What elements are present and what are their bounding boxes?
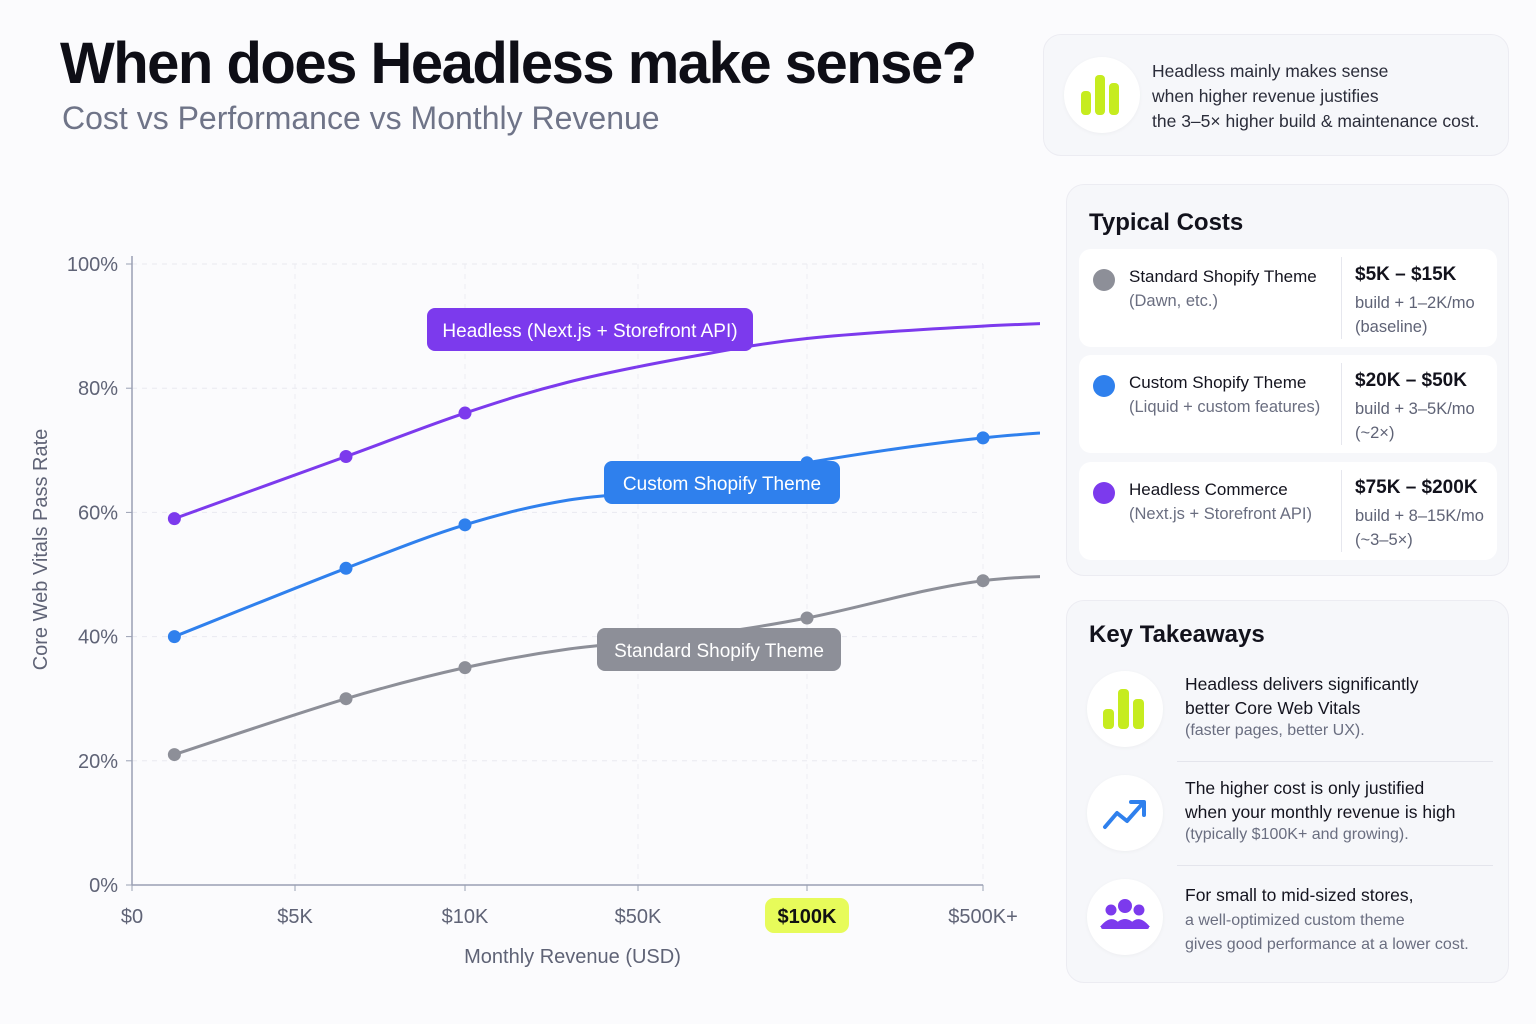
cost-price: $75K – $200K: [1355, 477, 1478, 498]
takeaway-line: For small to mid-sized stores,: [1185, 885, 1414, 905]
info-line: Headless mainly makes sense: [1152, 61, 1389, 81]
custom-dot: [1093, 375, 1115, 397]
x-tick-label: $50K: [615, 906, 662, 928]
cost-sub: build + 3–5K/mo: [1355, 400, 1475, 418]
takeaway-line: better Core Web Vitals: [1185, 698, 1361, 718]
x-tick-highlight: [765, 898, 849, 933]
data-point: [167, 630, 181, 644]
data-point: [167, 512, 181, 526]
data-point: [339, 561, 353, 575]
x-tick-label: $0: [121, 906, 143, 928]
typical-costs-card: Typical Costs Standard Shopify Theme (Da…: [1066, 184, 1509, 576]
series-label: Standard Shopify Theme: [614, 641, 824, 662]
x-tick-label: $100K: [778, 906, 837, 928]
standard-dot: [1093, 269, 1115, 291]
takeaway-sub: (faster pages, better UX).: [1185, 722, 1365, 739]
y-tick-label: 100%: [67, 254, 118, 276]
y-axis-title: Core Web Vitals Pass Rate: [30, 429, 52, 671]
cost-row-standard: Standard Shopify Theme (Dawn, etc.) $5K …: [1079, 249, 1497, 347]
data-point: [458, 661, 472, 675]
series-label-bg: [597, 628, 841, 671]
series-line: [172, 431, 1040, 639]
headless-dot: [1093, 482, 1115, 504]
y-tick-label: 60%: [78, 502, 118, 524]
y-tick-label: 20%: [78, 751, 118, 773]
x-tick-label: $10K: [442, 906, 489, 928]
takeaway-line: The higher cost is only justified: [1185, 778, 1425, 798]
page-subtitle: Cost vs Performance vs Monthly Revenue: [62, 100, 660, 136]
takeaway-sub: a well-optimized custom theme: [1185, 912, 1405, 929]
x-tick-label: $500K+: [948, 906, 1018, 928]
takeaway-item: Headless delivers significantly better C…: [1067, 669, 1510, 769]
takeaway-line: when your monthly revenue is high: [1185, 802, 1456, 822]
cost-name: Headless Commerce: [1129, 480, 1288, 499]
data-point: [458, 518, 472, 532]
series-label: Custom Shopify Theme: [623, 474, 821, 495]
cost-note: (Liquid + custom features): [1129, 398, 1321, 416]
cost-name: Custom Shopify Theme: [1129, 373, 1307, 392]
cost-price: $5K – $15K: [1355, 264, 1457, 285]
users-icon: [1087, 879, 1163, 955]
cost-sub: (~3–5×): [1355, 531, 1413, 549]
cost-name: Standard Shopify Theme: [1129, 267, 1317, 286]
page-title: When does Headless make sense?: [60, 31, 977, 96]
chart: 0% 20% 40% 60% 80% 100% $0 $5K $10K $50K $100K $500…: [30, 254, 1040, 968]
y-tick-label: 40%: [78, 627, 118, 649]
key-takeaways-card: Key Takeaways Headless delivers signific…: [1066, 600, 1509, 983]
info-card: Headless mainly makes sense when higher …: [1043, 34, 1509, 156]
data-point: [976, 431, 990, 445]
series-label: Headless (Next.js + Storefront API): [442, 321, 737, 342]
cost-sub: (~2×): [1355, 424, 1395, 442]
data-point: [339, 692, 353, 706]
takeaway-sub: gives good performance at a lower cost.: [1185, 936, 1469, 953]
info-line: when higher revenue justifies: [1152, 86, 1379, 106]
trend-up-icon: [1087, 775, 1163, 851]
cost-note: (Dawn, etc.): [1129, 292, 1218, 310]
cost-sub: build + 1–2K/mo: [1355, 294, 1475, 312]
takeaway-item: For small to mid-sized stores, a well-op…: [1067, 877, 1510, 977]
series-label-bg: [604, 461, 840, 504]
y-tick-label: 80%: [78, 378, 118, 400]
x-tick-label: $5K: [277, 906, 313, 928]
cost-sub: (baseline): [1355, 318, 1428, 336]
cost-row-custom: Custom Shopify Theme (Liquid + custom fe…: [1079, 355, 1497, 453]
takeaway-line: Headless delivers significantly: [1185, 674, 1419, 694]
cost-price: $20K – $50K: [1355, 370, 1467, 391]
data-point: [458, 406, 472, 420]
data-point: [339, 450, 353, 464]
series-label-bg: [427, 308, 753, 351]
bar-chart-icon: [1064, 57, 1140, 133]
takeaway-sub: (typically $100K+ and growing).: [1185, 826, 1409, 843]
key-takeaways-title: Key Takeaways: [1089, 621, 1265, 648]
cost-sub: build + 8–15K/mo: [1355, 507, 1484, 525]
x-axis-title: Monthly Revenue (USD): [464, 946, 681, 968]
data-point: [976, 574, 990, 588]
info-line: the 3–5× higher build & maintenance cost…: [1152, 111, 1480, 131]
takeaway-item: The higher cost is only justified when y…: [1067, 773, 1510, 873]
y-tick-label: 0%: [89, 875, 118, 897]
typical-costs-title: Typical Costs: [1089, 209, 1244, 236]
series-line: [172, 322, 1040, 521]
cost-row-headless: Headless Commerce (Next.js + Storefront …: [1079, 462, 1497, 560]
bar-chart-icon: [1087, 671, 1163, 747]
data-point: [167, 748, 181, 762]
cost-note: (Next.js + Storefront API): [1129, 505, 1312, 523]
data-point: [800, 611, 814, 625]
